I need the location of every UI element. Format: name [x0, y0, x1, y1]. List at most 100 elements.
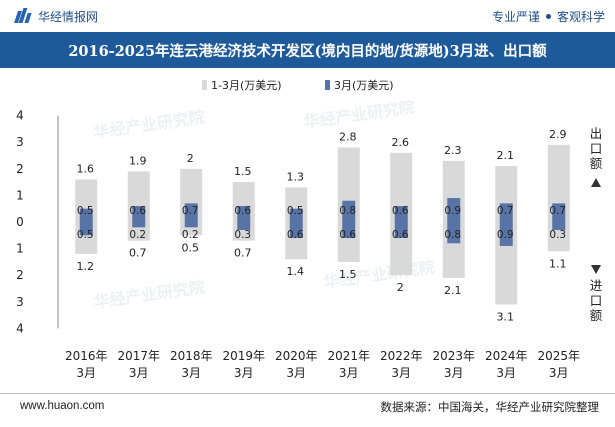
x-tick-label-month: 3月 — [496, 366, 516, 380]
footer-source: 数据来源：中国海关，华经产业研究院整理 — [380, 400, 600, 414]
data-label-month-export: 0.6 — [392, 205, 409, 217]
bar-month-export — [237, 206, 251, 222]
x-tick-label-month: 3月 — [181, 366, 201, 380]
y-tick-label: 1 — [16, 242, 24, 256]
tagline-left: 专业严谨 — [491, 9, 540, 24]
x-tick-label-year: 2016年 — [65, 349, 108, 363]
data-label-ytd-export: 2.1 — [497, 149, 515, 162]
legend-label-month: 3月(万美元) — [334, 79, 394, 92]
footer-divider — [0, 393, 615, 394]
bar-month-import — [79, 222, 93, 236]
bar-ytd-export — [390, 152, 413, 222]
data-label-ytd-export: 1.6 — [77, 162, 95, 175]
x-tick-label-month: 3月 — [76, 366, 96, 380]
data-label-month-import: 0.8 — [444, 229, 461, 241]
data-label-ytd-import: 0.5 — [182, 241, 200, 254]
bar-month-export — [499, 203, 513, 222]
data-label-month-import: 0.2 — [182, 229, 199, 241]
legend-swatch-month — [325, 80, 330, 90]
import-axis-label: 进 — [590, 278, 603, 293]
x-tick-label-year: 2018年 — [170, 349, 213, 363]
data-label-ytd-import: 1.5 — [339, 268, 357, 281]
export-axis-label: 出 — [590, 126, 603, 141]
bar-month-export — [79, 208, 93, 222]
import-axis-label: 额 — [590, 308, 603, 323]
down-arrow-icon — [591, 265, 601, 274]
x-tick-label-year: 2021年 — [327, 349, 370, 363]
export-axis-label: 口 — [590, 141, 603, 156]
x-tick-label-month: 3月 — [339, 366, 359, 380]
x-tick-label-year: 2019年 — [222, 349, 265, 363]
data-label-month-export: 0.6 — [234, 205, 251, 217]
bar-ytd-export — [547, 144, 570, 222]
data-label-ytd-import: 2 — [397, 281, 404, 294]
x-tick-label-year: 2023年 — [432, 349, 475, 363]
bar-month-export — [289, 208, 303, 222]
brand-logo-icon — [14, 8, 32, 24]
data-label-month-import: 0.6 — [392, 229, 409, 241]
data-label-ytd-export: 2.6 — [392, 136, 410, 149]
bar-month-import — [499, 222, 513, 246]
watermark-text: 华经产业研究院 — [92, 107, 206, 141]
import-axis-label: 口 — [590, 293, 603, 308]
brand-name: 华经情报网 — [38, 9, 99, 24]
data-label-ytd-export: 1.9 — [129, 154, 147, 167]
bar-month-import — [184, 222, 198, 228]
bar-month-export — [184, 203, 198, 222]
data-label-month-import: 0.5 — [77, 229, 94, 241]
data-label-month-export: 0.7 — [549, 205, 566, 217]
bar-month-export — [132, 206, 146, 222]
y-tick-label: 1 — [16, 188, 24, 202]
data-label-month-export: 0.5 — [287, 205, 304, 217]
brand[interactable]: 华经情报网 — [14, 8, 98, 25]
tagline-right: 客观科学 — [556, 9, 605, 24]
x-tick-label-year: 2024年 — [485, 349, 528, 363]
data-label-ytd-export: 2.3 — [444, 144, 462, 157]
data-label-month-export: 0.5 — [77, 205, 94, 217]
x-tick-label-month: 3月 — [444, 366, 464, 380]
bar-month-export — [342, 200, 356, 222]
x-tick-label-year: 2017年 — [117, 349, 160, 363]
up-arrow-icon — [591, 178, 601, 187]
x-tick-label-year: 2020年 — [275, 349, 318, 363]
x-tick-label-year: 2022年 — [380, 349, 423, 363]
data-label-ytd-import: 1.4 — [287, 265, 305, 278]
bar-month-import — [342, 222, 356, 238]
data-label-ytd-import: 3.1 — [497, 310, 515, 323]
data-label-ytd-export: 2.9 — [549, 128, 567, 141]
data-label-ytd-import: 2.1 — [444, 284, 462, 297]
y-tick-label: 2 — [16, 162, 24, 176]
x-tick-label-month: 3月 — [234, 366, 254, 380]
data-label-ytd-export: 2 — [187, 152, 194, 165]
legend-label-ytd: 1-3月(万美元) — [211, 79, 282, 92]
data-label-month-import: 0.2 — [129, 229, 146, 241]
watermark-text: 华经产业研究院 — [302, 97, 416, 131]
bar-month-import — [132, 222, 146, 228]
data-label-month-export: 0.9 — [444, 205, 461, 217]
footer-website[interactable]: www.huaon.com — [20, 400, 105, 412]
data-label-ytd-import: 0.7 — [129, 247, 147, 260]
y-tick-label: 4 — [16, 109, 24, 123]
bar-month-export — [552, 203, 566, 222]
bar-month-import — [289, 222, 303, 238]
top-bar: 华经情报网 专业严谨 客观科学 — [0, 0, 615, 32]
export-axis-label: 额 — [590, 156, 603, 171]
data-label-month-import: 0.6 — [339, 229, 356, 241]
bar-month-export — [394, 206, 408, 222]
data-label-month-export: 0.8 — [339, 205, 356, 217]
y-tick-label: 4 — [16, 321, 24, 335]
watermark-text: 华经产业研究院 — [92, 277, 206, 311]
y-tick-label: 0 — [16, 215, 24, 229]
data-label-ytd-export: 2.8 — [339, 131, 357, 144]
x-tick-label-month: 3月 — [129, 366, 149, 380]
bar-month-export — [447, 198, 461, 222]
x-tick-label-month: 3月 — [549, 366, 569, 380]
data-label-ytd-export: 1.3 — [287, 170, 305, 183]
data-label-ytd-import: 1.2 — [77, 260, 95, 273]
data-label-month-import: 0.3 — [549, 229, 566, 241]
x-tick-label-year: 2025年 — [537, 349, 580, 363]
bar-month-import — [447, 222, 461, 244]
bar-month-import — [394, 222, 408, 238]
y-tick-label: 3 — [16, 295, 24, 309]
x-tick-label-month: 3月 — [391, 366, 411, 380]
